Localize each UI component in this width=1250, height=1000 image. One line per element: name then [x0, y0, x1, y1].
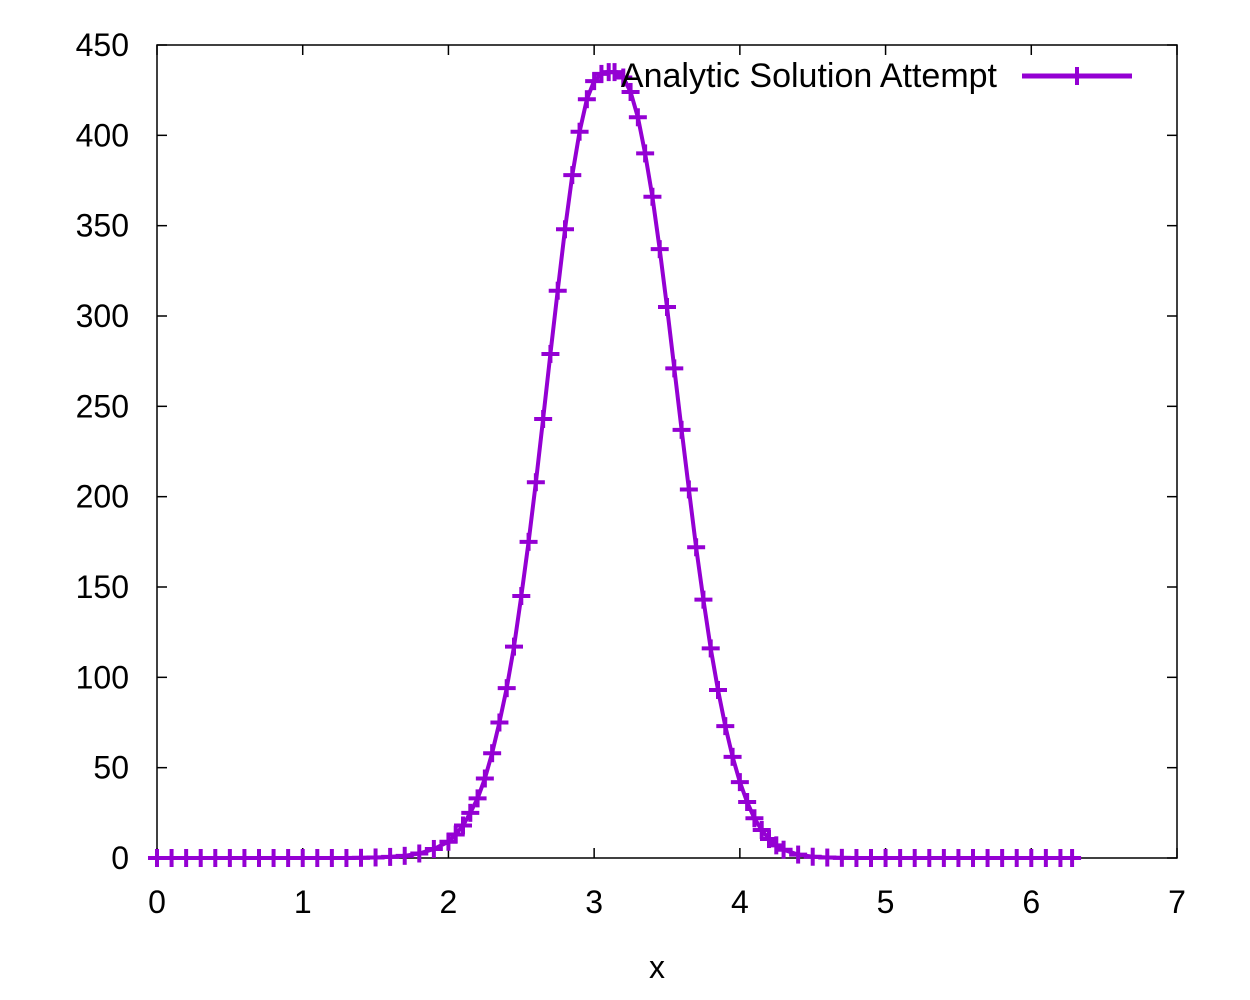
data-point [454, 816, 472, 835]
data-point [774, 840, 793, 859]
data-point [541, 344, 560, 363]
x-axis-label: x [649, 949, 665, 985]
data-point [461, 803, 480, 822]
y-tick-label: 150 [76, 569, 129, 605]
legend-marker [1068, 67, 1086, 85]
data-point [679, 480, 698, 499]
x-tick-labels: 0 1 2 3 4 5 6 7 [148, 884, 1186, 920]
data-point [556, 220, 574, 239]
data-point [665, 359, 684, 378]
x-tick-label: 0 [148, 884, 166, 920]
data-point [752, 820, 771, 839]
data-point [687, 538, 706, 557]
y-tick-labels: 0 50 100 150 200 250 300 350 400 450 [76, 27, 129, 876]
data-point [526, 473, 545, 492]
data-point [709, 680, 727, 699]
data-point [636, 144, 655, 163]
x-tick-label: 5 [877, 884, 895, 920]
x-tick-label: 6 [1022, 884, 1040, 920]
x-tick-label: 7 [1168, 884, 1186, 920]
data-point [483, 744, 502, 763]
data-point [512, 587, 531, 606]
data-point [621, 82, 640, 101]
data-point [410, 844, 429, 863]
y-tick-label: 450 [76, 27, 129, 63]
x-tick-label: 2 [440, 884, 458, 920]
data-point [548, 281, 567, 300]
y-tick-label: 0 [111, 840, 129, 876]
y-tick-label: 200 [76, 479, 129, 515]
data-point [505, 637, 523, 656]
data-point [570, 122, 589, 141]
series-layer [148, 63, 1082, 867]
y-tick-label: 400 [76, 117, 129, 153]
data-point [694, 590, 713, 609]
legend-label: Analytic Solution Attempt [621, 57, 998, 95]
plot-frame [156, 44, 1178, 859]
x-tick-label: 4 [731, 884, 749, 920]
y-tick-label: 350 [76, 208, 129, 244]
y-tick-label: 50 [93, 750, 129, 786]
data-point [716, 717, 735, 736]
data-point [497, 679, 516, 698]
data-point [672, 420, 691, 439]
data-point [730, 773, 749, 792]
data-point [475, 769, 494, 788]
data-point [563, 166, 582, 185]
data-point [1063, 849, 1082, 867]
data-point [738, 792, 757, 811]
data-point [424, 839, 443, 858]
x-tick-label: 3 [585, 884, 603, 920]
data-point [468, 789, 487, 808]
data-point [745, 809, 764, 828]
data-point [519, 532, 538, 551]
data-point [701, 639, 720, 658]
y-tick-label: 100 [76, 659, 129, 695]
data-point [614, 68, 633, 87]
data-point [723, 747, 742, 766]
y-tick-label: 300 [76, 298, 129, 334]
data-point [490, 713, 509, 732]
x-tick-label: 1 [294, 884, 312, 920]
data-point [534, 409, 553, 428]
y-tick-label: 250 [76, 388, 129, 424]
data-point [643, 187, 662, 206]
data-point [446, 825, 465, 844]
data-point [789, 845, 808, 864]
data-point [577, 90, 596, 109]
data-point [395, 846, 414, 865]
data-point [650, 240, 669, 259]
data-point [628, 108, 647, 127]
data-point [658, 297, 676, 316]
legend: Analytic Solution Attempt [621, 57, 1132, 95]
